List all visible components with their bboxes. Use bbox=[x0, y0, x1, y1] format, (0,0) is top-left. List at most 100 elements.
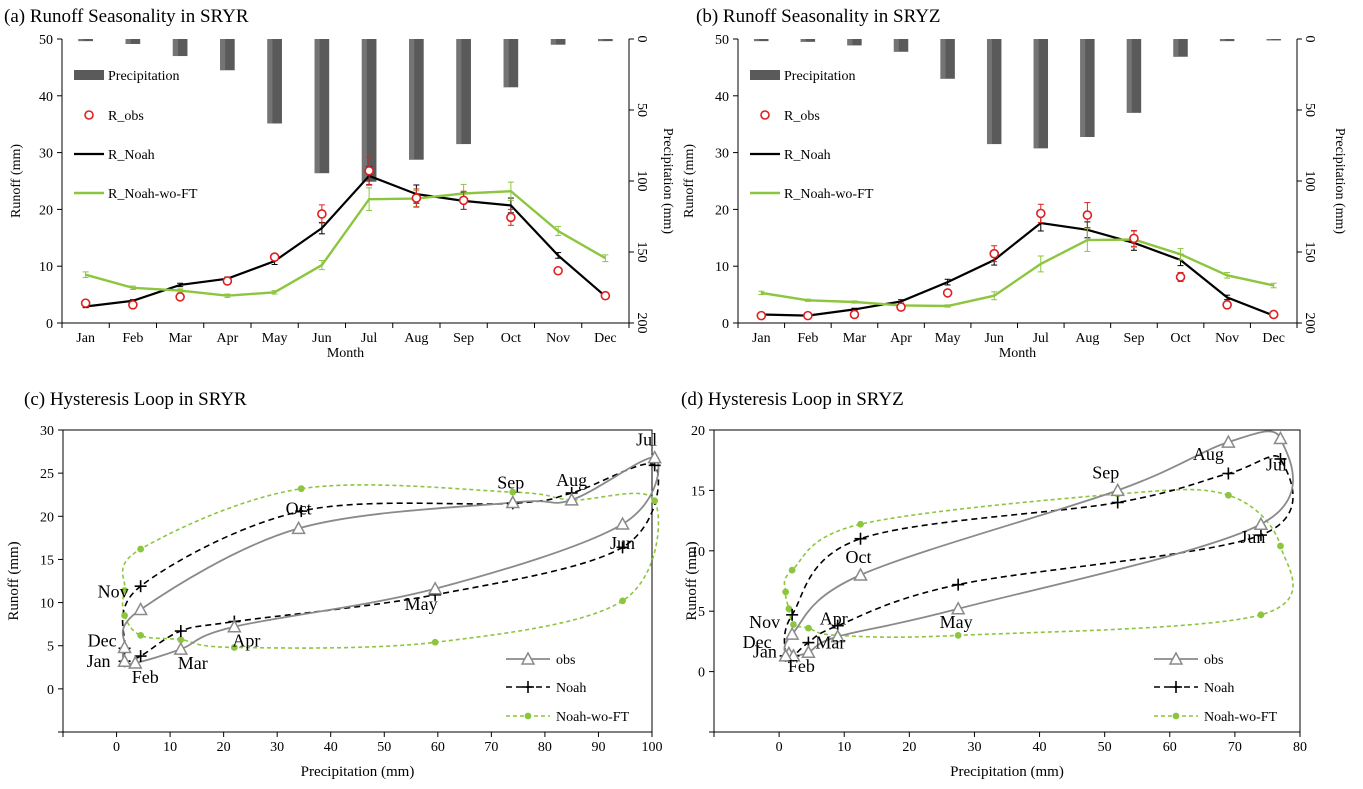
month-point-label: Jul bbox=[1266, 454, 1287, 474]
x-tick-label: 50 bbox=[377, 740, 391, 755]
month-point-label: May bbox=[405, 594, 438, 614]
noah-wo-ft-marker bbox=[651, 497, 659, 505]
y-tick-label: 10 bbox=[691, 545, 705, 560]
series-line bbox=[85, 174, 607, 308]
obs-marker bbox=[1175, 272, 1186, 282]
noah-wo-ft-marker bbox=[509, 488, 517, 496]
precipitation-bar-highlight bbox=[361, 39, 367, 182]
month-point-label: Aug bbox=[556, 470, 587, 490]
y-tick-label: 0 bbox=[722, 317, 729, 332]
y2-tick-label: 50 bbox=[634, 103, 649, 117]
month-label: Apr bbox=[890, 331, 912, 346]
obs-marker bbox=[778, 648, 793, 662]
month-point-label: Mar bbox=[815, 632, 845, 652]
obs-marker bbox=[364, 165, 374, 176]
obs-marker bbox=[553, 265, 563, 276]
month-point-label: Feb bbox=[132, 667, 159, 687]
obs-marker bbox=[173, 641, 189, 655]
month-point-label: Dec bbox=[743, 632, 772, 652]
precipitation-bar-highlight bbox=[456, 39, 462, 145]
y-tick-label: 30 bbox=[40, 424, 54, 439]
panel-title: (c) Hysteresis Loop in SRYR bbox=[24, 389, 247, 410]
noah-wo-ft-marker bbox=[230, 644, 238, 651]
month-point-label: Jun bbox=[1240, 527, 1265, 547]
obs-marker bbox=[80, 298, 91, 308]
obs-marker bbox=[830, 629, 845, 643]
obs-marker bbox=[1082, 210, 1093, 220]
precipitation-bar bbox=[125, 39, 141, 44]
precipitation-bar-highlight bbox=[1080, 39, 1086, 137]
y-tick-label: 30 bbox=[39, 147, 53, 162]
legend-label: Noah bbox=[1204, 681, 1234, 696]
noah-wo-ft-marker bbox=[785, 605, 793, 613]
legend-obs-marker bbox=[1168, 651, 1184, 665]
y-tick-label: 50 bbox=[39, 33, 53, 48]
month-label: Nov bbox=[1215, 331, 1239, 346]
precipitation-bar-highlight bbox=[1033, 39, 1039, 149]
y-axis-label: Runoff (mm) bbox=[684, 541, 700, 620]
month-point-label: Oct bbox=[286, 498, 312, 518]
y-tick-label: 10 bbox=[715, 260, 729, 275]
month-label: Jun bbox=[984, 331, 1003, 346]
y2-tick-label: 0 bbox=[634, 36, 649, 43]
plot-frame bbox=[62, 429, 653, 733]
x-axis-label: Precipitation (mm) bbox=[301, 764, 415, 780]
obs-marker bbox=[269, 252, 280, 262]
obs-marker bbox=[506, 212, 516, 223]
month-point-label: Sep bbox=[1092, 462, 1119, 482]
month-label: Aug bbox=[404, 331, 428, 346]
month-label: Jul bbox=[361, 331, 377, 346]
y-tick-label: 25 bbox=[40, 467, 54, 482]
series-line bbox=[761, 238, 1274, 308]
precipitation-bar-highlight bbox=[893, 39, 899, 52]
obs-marker bbox=[128, 655, 143, 669]
obs-marker bbox=[647, 450, 662, 464]
legend: Precipitation R_obs R_Noah R_Noah-wo-FT bbox=[74, 69, 198, 202]
obs-marker bbox=[1268, 309, 1279, 320]
legend-label: R_Noah-wo-FT bbox=[784, 187, 874, 202]
noah-loop bbox=[121, 462, 660, 663]
month-label: Sep bbox=[1123, 331, 1144, 346]
month-point-label: Jul bbox=[636, 430, 657, 450]
noah-wo-ft-marker bbox=[137, 631, 145, 639]
x-tick-label: 10 bbox=[163, 740, 177, 755]
y-tick-label: 20 bbox=[40, 510, 54, 525]
legend-obs-marker bbox=[84, 110, 94, 120]
obs-marker bbox=[411, 193, 422, 203]
month-label: May bbox=[935, 331, 961, 346]
month-label: Nov bbox=[546, 331, 570, 346]
noah-wo-ft-marker bbox=[790, 621, 797, 628]
month-label: Oct bbox=[501, 331, 521, 346]
y-axis-label: Runoff (mm) bbox=[6, 541, 22, 620]
noah-wo-ft-marker bbox=[137, 545, 145, 553]
y-tick-label: 0 bbox=[46, 317, 53, 332]
panel-title: (b) Runoff Seasonality in SRYZ bbox=[696, 6, 941, 27]
precipitation-bar bbox=[1266, 39, 1281, 41]
obs-marker bbox=[291, 520, 306, 535]
legend-label: Noah bbox=[556, 681, 586, 696]
precipitation-bar-highlight bbox=[267, 39, 273, 124]
obs-marker bbox=[950, 601, 966, 615]
obs-marker bbox=[505, 494, 521, 509]
noah-wo-ft-marker bbox=[297, 485, 305, 493]
month-point-label: Mar bbox=[178, 653, 208, 673]
x-tick-label: 40 bbox=[1033, 740, 1047, 755]
y-tick-label: 40 bbox=[39, 90, 53, 105]
x-tick-label: 0 bbox=[113, 740, 120, 755]
precipitation-bar-highlight bbox=[78, 39, 84, 42]
y-tick-label: 30 bbox=[715, 147, 729, 162]
y2-axis-label: Precipitation (mm) bbox=[1332, 128, 1347, 234]
precipitation-bar bbox=[754, 39, 769, 42]
month-point-label: Jun bbox=[610, 533, 635, 553]
obs-marker bbox=[1129, 233, 1139, 244]
month-point-label: Jan bbox=[87, 651, 111, 671]
obs-marker bbox=[317, 209, 327, 219]
obs-marker bbox=[117, 653, 132, 667]
panel-title: (a) Runoff Seasonality in SRYR bbox=[4, 6, 249, 27]
y-tick-label: 20 bbox=[691, 424, 705, 439]
legend-precip-swatch bbox=[750, 70, 780, 80]
precipitation-bar-highlight bbox=[754, 39, 760, 42]
obs-marker bbox=[128, 300, 138, 310]
legend-label: Precipitation bbox=[108, 69, 180, 84]
